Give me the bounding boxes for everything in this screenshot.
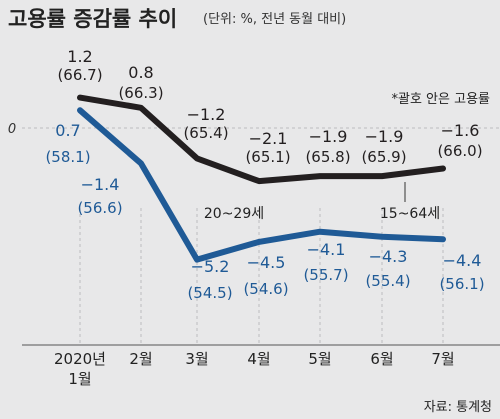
series1-value-label: −1.9 [309,127,348,146]
series1-value-label: −1.2 [187,105,226,124]
series2-value-label: −4.1 [307,240,346,259]
series-line-2 [77,107,446,263]
series-line-1 [77,94,446,185]
series2-rate-label: (54.5) [187,284,232,302]
chart-title: 고용률 증감률 추이 [8,7,178,31]
series2-name-label: 20~29세 [204,206,264,222]
series1-rate-label: (65.9) [361,148,406,166]
chart-source: 자료: 통계청 [423,400,492,415]
series1-rate-label: (65.8) [305,148,350,166]
series2-value-label: −4.3 [369,247,408,266]
x-tick-label: 2월 [129,350,152,368]
x-tick-label: 7월 [431,350,454,368]
series1-rate-label: (66.3) [118,84,163,102]
series2-value-label: −5.2 [191,257,230,276]
series2-rate-label: (56.6) [77,199,122,217]
x-tick-label: 2020년 [54,350,106,368]
series2-value-label: −4.5 [247,253,286,272]
series2-rate-label: (54.6) [243,280,288,298]
series2-rate-label: (58.1) [45,148,90,166]
series2-rate-label: (56.1) [439,275,484,293]
x-tick-label: 6월 [370,350,393,368]
series1-rate-label: (65.1) [245,148,290,166]
series1-rate-label: (66.7) [57,66,102,84]
series1-value-label: −1.6 [441,121,480,140]
series2-value-label: −1.4 [81,175,120,194]
series1-name-label: 15~64세 [380,206,440,222]
x-tick-label: 4월 [247,350,270,368]
series1-rate-label: (66.0) [437,142,482,160]
series1-value-label: −1.9 [365,127,404,146]
series1-value-label: 0.8 [128,63,153,82]
series2-value-label: 0.7 [55,121,80,140]
x-tick-label: 3월 [185,350,208,368]
zero-label: 0 [8,122,16,137]
series1-value-label: −2.1 [249,129,288,148]
chart-subtitle: (단위: %, 전년 동월 대비) [203,12,347,27]
series2-rate-label: (55.4) [365,272,410,290]
chart-note: *괄호 안은 고용률 [391,92,491,107]
x-tick-label: 5월 [308,350,331,368]
series1-value-label: 1.2 [67,47,92,66]
series1-rate-label: (65.4) [183,124,228,142]
series2-rate-label: (55.7) [303,266,348,284]
x-tick-label: 1월 [68,370,91,388]
series2-value-label: −4.4 [443,251,482,270]
